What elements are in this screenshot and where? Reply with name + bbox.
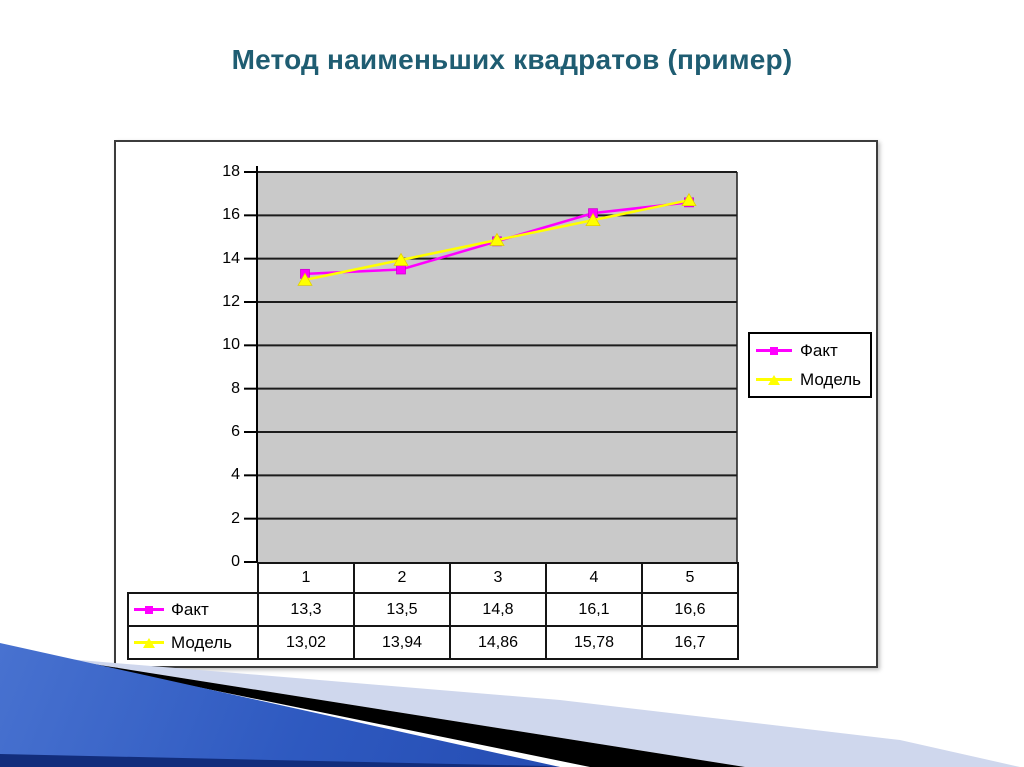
- legend-label: Модель: [800, 369, 862, 389]
- y-axis-label: 12: [222, 293, 240, 310]
- marker-triangle: [489, 232, 505, 246]
- table-blank-cell: [128, 563, 258, 593]
- square-marker-icon: [145, 605, 153, 614]
- y-axis-label: 10: [222, 336, 240, 354]
- legend-item: Факт: [756, 341, 864, 361]
- table-row: Модель 13,02 13,94 14,86 15,78 16,7: [127, 625, 739, 660]
- y-axis-label: 6: [231, 423, 240, 440]
- table-value-cell: 16,6: [641, 592, 739, 627]
- legend-item: Модель: [756, 370, 864, 390]
- triangle-marker-icon: [768, 374, 780, 385]
- table-value-cell: 16,7: [641, 625, 739, 660]
- table-header-cell: 1: [257, 562, 355, 594]
- chart-data-table: 1 2 3 4 5 Факт 13,3 13,5 14,8 16,1 16,6 Модель 13,02…: [127, 562, 739, 660]
- marker-triangle: [585, 212, 601, 226]
- y-axis-label: 16: [222, 206, 240, 224]
- legend-key-line: [134, 637, 164, 648]
- table-value-cell: 14,8: [449, 592, 547, 627]
- legend-key-line: [756, 346, 792, 355]
- y-axis-label: 4: [231, 466, 240, 484]
- plot-area: [257, 172, 737, 562]
- table-value-cell: 13,3: [257, 592, 355, 627]
- legend-key-line: [134, 605, 164, 614]
- table-value-cell: 13,94: [353, 625, 451, 660]
- table-header-cell: 3: [449, 562, 547, 594]
- chart-frame: 0 2 4 6 8 10 12 14 16 18 Факт Модель 1 2 3 4 5 Факт 13,3…: [114, 140, 878, 668]
- table-row-label: Модель: [127, 625, 259, 660]
- table-row-label: Факт: [127, 592, 259, 627]
- y-axis-label: 8: [231, 379, 240, 397]
- table-header-cell: 4: [545, 562, 643, 594]
- y-axis-label: 2: [231, 509, 240, 527]
- marker-triangle: [681, 192, 697, 207]
- y-axis-label: 14: [222, 249, 240, 267]
- table-value-cell: 13,02: [257, 625, 355, 660]
- y-axis-label: 18: [222, 163, 240, 180]
- table-value-cell: 15,78: [545, 625, 643, 660]
- table-value-cell: 16,1: [545, 592, 643, 627]
- marker-triangle: [297, 272, 313, 286]
- table-row: Факт 13,3 13,5 14,8 16,1 16,6: [127, 592, 739, 627]
- table-header-cell: 2: [353, 562, 451, 594]
- table-value-cell: 13,5: [353, 592, 451, 627]
- marker-triangle: [393, 252, 409, 266]
- page-title: Метод наименьших квадратов (пример): [231, 44, 793, 75]
- chart-legend: Факт Модель: [748, 332, 872, 398]
- square-marker-icon: [770, 346, 778, 355]
- legend-label: Факт: [800, 340, 838, 360]
- y-axis-label: 0: [231, 553, 240, 570]
- row-label-text: Факт: [171, 599, 209, 619]
- row-label-text: Модель: [171, 632, 233, 652]
- marker-square: [396, 264, 406, 275]
- triangle-marker-icon: [143, 637, 155, 648]
- table-header-cell: 5: [641, 562, 739, 594]
- legend-key-line: [756, 374, 792, 385]
- chart-plot-svg: [244, 166, 738, 563]
- table-value-cell: 14,86: [449, 625, 547, 660]
